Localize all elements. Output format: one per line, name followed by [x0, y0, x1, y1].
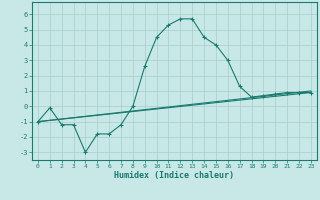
X-axis label: Humidex (Indice chaleur): Humidex (Indice chaleur): [115, 171, 234, 180]
